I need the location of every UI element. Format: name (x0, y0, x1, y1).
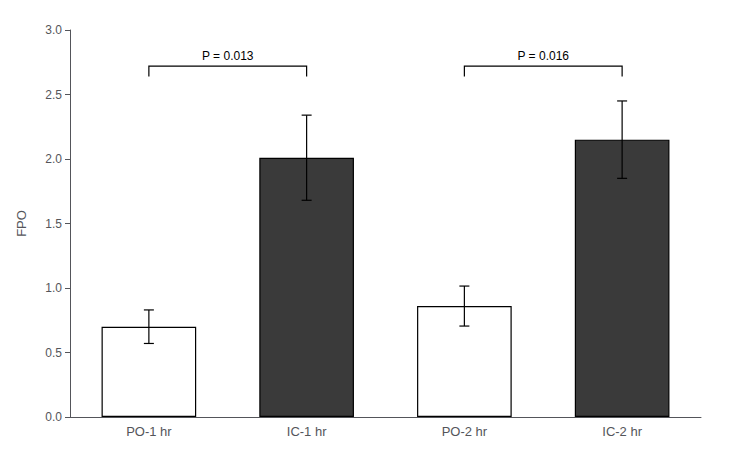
svg-text:2.0: 2.0 (45, 152, 62, 166)
svg-text:IC-1 hr: IC-1 hr (287, 424, 327, 439)
svg-text:1.0: 1.0 (45, 281, 62, 295)
svg-text:PO-1 hr: PO-1 hr (126, 424, 172, 439)
svg-text:FPO: FPO (14, 210, 29, 237)
svg-text:2.5: 2.5 (45, 88, 62, 102)
svg-text:1.5: 1.5 (45, 217, 62, 231)
svg-text:0.0: 0.0 (45, 410, 62, 424)
svg-text:3.0: 3.0 (45, 23, 62, 37)
svg-text:PO-2 hr: PO-2 hr (442, 424, 488, 439)
svg-text:P = 0.013: P = 0.013 (202, 49, 254, 63)
svg-text:P = 0.016: P = 0.016 (518, 49, 570, 63)
svg-text:0.5: 0.5 (45, 346, 62, 360)
svg-text:IC-2 hr: IC-2 hr (602, 424, 642, 439)
